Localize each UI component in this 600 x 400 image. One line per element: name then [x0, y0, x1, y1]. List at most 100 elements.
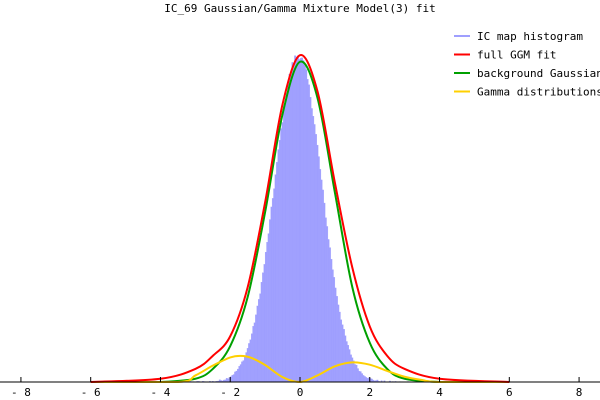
chart-title: IC_69 Gaussian/Gamma Mixture Model(3) fi… [164, 2, 436, 15]
histogram-bar [357, 368, 359, 383]
histogram-bar [234, 371, 236, 383]
histogram-bar [319, 169, 322, 383]
legend-label: Gamma distributions [477, 86, 600, 99]
histogram-bar [315, 134, 317, 383]
histogram-bar [276, 162, 278, 383]
histogram-bar [343, 329, 345, 383]
x-tick-label: 2 [366, 386, 373, 399]
histogram-bar [359, 371, 362, 383]
histogram-bar [237, 368, 239, 383]
histogram-bar [361, 373, 363, 383]
histogram-bar [366, 378, 369, 383]
histogram-bar [278, 140, 281, 383]
histogram-bar [288, 74, 291, 383]
x-tick-label: - 6 [81, 386, 101, 399]
legend-item-ic-map-histogram: IC map histogram [454, 30, 583, 43]
histogram-bar [294, 55, 296, 383]
histogram-bar [337, 304, 340, 383]
histogram-bar [232, 374, 235, 383]
histogram-series [139, 55, 461, 383]
histogram-bar [341, 324, 344, 383]
histogram-bar [235, 370, 238, 383]
histogram-bar [253, 322, 256, 383]
histogram-bar [330, 258, 333, 383]
legend: IC map histogram full GGM fit background G… [454, 30, 600, 99]
plot-area [90, 54, 510, 384]
histogram-bar [280, 128, 283, 383]
histogram-bar [311, 108, 313, 383]
histogram-bar [317, 156, 320, 383]
histogram-bar [299, 58, 302, 383]
histogram-bar [273, 188, 276, 383]
histogram-bar [256, 305, 259, 383]
legend-label: background Gaussian [477, 67, 600, 80]
histogram-bar [298, 59, 301, 383]
histogram-bar [260, 281, 263, 383]
histogram-bar [249, 339, 252, 383]
histogram-bar [244, 355, 246, 383]
histogram-bar [252, 326, 255, 383]
histogram-bar [365, 377, 368, 383]
histogram-bar [262, 272, 264, 383]
histogram-bar [302, 60, 305, 383]
histogram-bar [354, 364, 356, 383]
histogram-bar [331, 269, 334, 383]
x-tick-label: 6 [506, 386, 513, 399]
histogram-bar [255, 314, 257, 383]
histogram-bar [292, 63, 295, 383]
histogram-bar [322, 189, 324, 383]
histogram-bar [362, 375, 365, 383]
legend-item-full-ggm-fit: full GGM fit [454, 49, 556, 62]
histogram-bar [238, 366, 241, 383]
histogram-bar [364, 376, 366, 383]
histogram-bar [304, 65, 306, 383]
legend-label: IC map histogram [477, 30, 583, 43]
x-tick-label: - 8 [11, 386, 31, 399]
histogram-bar [291, 62, 294, 383]
histogram-bar [239, 364, 242, 383]
histogram-bar [295, 56, 298, 383]
histogram-bar [313, 124, 316, 383]
histogram-bar [241, 361, 243, 383]
histogram-bar [242, 360, 245, 383]
histogram-bar [231, 375, 234, 383]
histogram-bar [336, 296, 338, 383]
x-tick-label: 8 [576, 386, 583, 399]
histogram-bar [246, 348, 249, 383]
x-tick-label: 0 [297, 386, 304, 399]
histogram-bar [327, 239, 330, 383]
x-tick-label: - 2 [220, 386, 240, 399]
legend-item-gamma-distributions: Gamma distributions [454, 86, 600, 99]
histogram-bar [257, 299, 260, 383]
histogram-bar [267, 233, 270, 383]
histogram-bar [248, 343, 250, 383]
histogram-bar [269, 219, 271, 383]
histogram-bar [306, 79, 309, 383]
histogram-bar [281, 122, 284, 383]
histogram-bar [312, 116, 315, 383]
histogram-bar [329, 247, 331, 383]
histogram-bar [270, 206, 273, 383]
x-axis: - 8 - 6 - 4 - 2 0 2 4 6 8 [0, 377, 600, 399]
histogram-bar [264, 251, 267, 383]
histogram-bar [348, 349, 351, 383]
histogram-bar [326, 226, 329, 383]
histogram-bar [287, 83, 289, 383]
x-tick-label: 4 [436, 386, 443, 399]
histogram-bar [320, 179, 323, 383]
histogram-bar [334, 287, 337, 383]
histogram-bar [340, 319, 343, 383]
histogram-bar [324, 217, 327, 383]
histogram-bar [301, 57, 303, 383]
histogram-bar [283, 106, 285, 383]
histogram-bar [352, 360, 355, 383]
histogram-bar [266, 242, 269, 383]
histogram-bar [277, 149, 280, 383]
histogram-bar [305, 69, 308, 383]
histogram-bar [350, 354, 352, 383]
histogram-bar [309, 97, 312, 383]
histogram-bar [358, 371, 361, 383]
histogram-bar [345, 341, 348, 383]
histogram-bar [355, 364, 358, 383]
